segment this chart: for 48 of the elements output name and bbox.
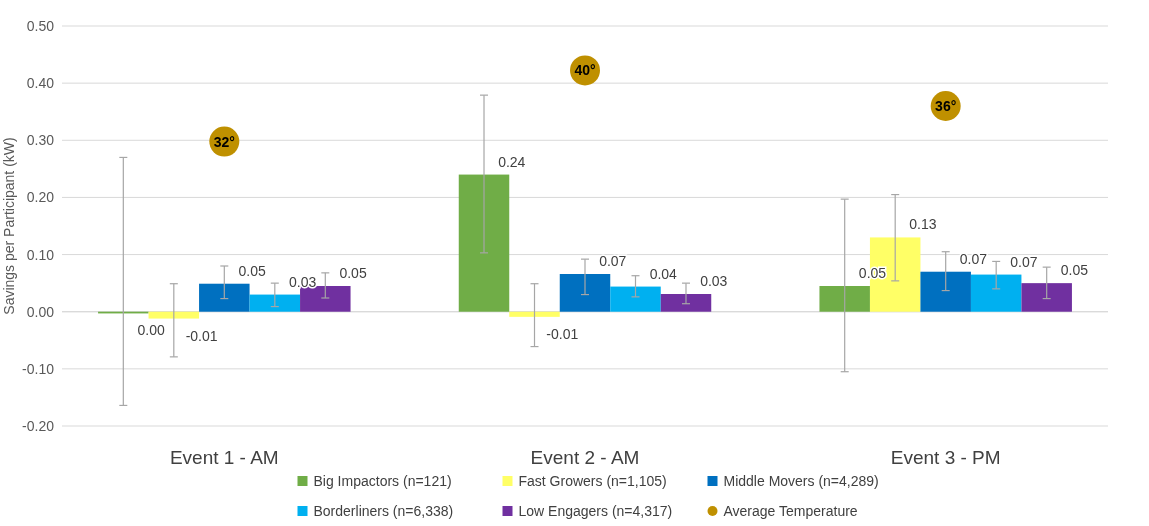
data-label: 0.07 bbox=[1010, 253, 1038, 270]
y-tick-label: 0.30 bbox=[26, 132, 55, 149]
data-label: -0.01 bbox=[185, 327, 218, 344]
data-label: 0.05 bbox=[238, 262, 266, 279]
legend-label: Middle Movers (n=4,289) bbox=[723, 473, 879, 489]
data-label: 0.04 bbox=[649, 265, 678, 282]
bar bbox=[249, 294, 301, 312]
y-tick-label: 0.40 bbox=[26, 75, 55, 92]
x-tick-label: Event 3 - PM bbox=[890, 447, 1001, 468]
data-label: 0.07 bbox=[959, 250, 988, 267]
bar bbox=[199, 283, 250, 312]
data-label: 0.05 bbox=[339, 265, 367, 281]
bar bbox=[1021, 283, 1072, 312]
bar bbox=[148, 311, 200, 319]
bar bbox=[920, 271, 971, 312]
legend-label: Average Temperature bbox=[723, 503, 858, 519]
data-label: 0.24 bbox=[498, 153, 526, 170]
data-label: 0.03 bbox=[700, 273, 728, 289]
y-axis-title: Savings per Participant (kW) bbox=[1, 137, 17, 315]
y-tick-label: -0.20 bbox=[22, 418, 55, 434]
y-tick-label: 0.50 bbox=[26, 18, 55, 34]
data-label: 0.07 bbox=[599, 253, 627, 269]
bar bbox=[458, 174, 510, 312]
legend-label: Big Impactors (n=121) bbox=[313, 473, 452, 489]
bar bbox=[660, 294, 712, 312]
legend-label: Borderliners (n=6,338) bbox=[313, 503, 454, 519]
data-label: 40° bbox=[574, 62, 596, 79]
bar bbox=[559, 274, 611, 312]
bar bbox=[970, 274, 1022, 312]
y-tick-label: -0.10 bbox=[22, 360, 55, 377]
bar bbox=[509, 311, 560, 317]
data-label: 32° bbox=[213, 133, 235, 150]
y-tick-label: 0.20 bbox=[26, 189, 55, 206]
data-label: 0.03 bbox=[288, 273, 317, 290]
x-tick-label: Event 2 - AM bbox=[530, 447, 640, 468]
y-tick-label: 0.00 bbox=[26, 303, 55, 320]
data-label: 36° bbox=[935, 98, 957, 114]
legend-label: Low Engagers (n=4,317) bbox=[518, 503, 673, 519]
data-label: 0.05 bbox=[1060, 262, 1089, 279]
bar bbox=[819, 286, 870, 312]
data-label: 0.00 bbox=[137, 322, 165, 339]
data-label: 0.13 bbox=[909, 216, 937, 233]
data-label: -0.01 bbox=[546, 325, 579, 342]
y-tick-label: 0.10 bbox=[26, 246, 55, 263]
x-tick-label: Event 1 - AM bbox=[169, 447, 279, 468]
legend-label: Fast Growers (n=1,105) bbox=[518, 473, 667, 489]
bar bbox=[610, 286, 661, 312]
bar bbox=[300, 286, 351, 312]
